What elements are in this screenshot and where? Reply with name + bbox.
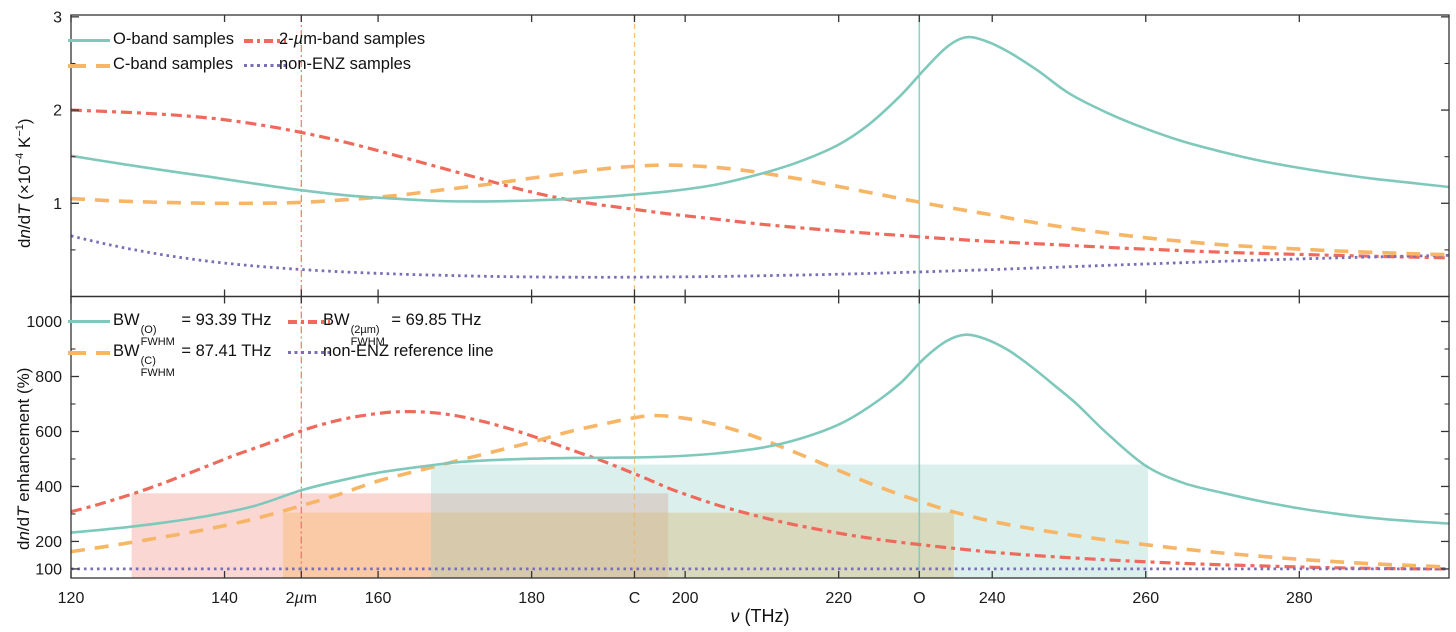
legend-label-o-band: O-band samples bbox=[113, 30, 235, 48]
series-non-enz-samples bbox=[70, 234, 1450, 279]
fwhm-band-2um bbox=[131, 493, 669, 578]
fwhm-band-c bbox=[282, 512, 954, 578]
stacked-sup-sub: (O) FWHM bbox=[140, 324, 175, 348]
y-tick-label: 400 bbox=[35, 479, 62, 496]
x-tick-label: O bbox=[913, 590, 925, 607]
legend-label-2um-band: 2-µm-band samples bbox=[279, 30, 426, 48]
legend-label-bw-2um: BW (2µm) FWHM = 69.85 THz bbox=[323, 311, 482, 348]
stacked-sup-sub: (C) FWHM bbox=[140, 355, 175, 379]
series-o-band-enhancement bbox=[70, 333, 1450, 534]
x-tick-label: 260 bbox=[1132, 590, 1159, 607]
series-2um-band-enhancement bbox=[70, 409, 1450, 571]
x-tick-label: 2µm bbox=[286, 590, 317, 607]
series-c-band-samples bbox=[70, 163, 1450, 257]
x-tick-label: C bbox=[629, 590, 641, 607]
x-tick-label: 180 bbox=[518, 590, 545, 607]
x-tick-label: 160 bbox=[365, 590, 392, 607]
stacked-sup-sub: (2µm) FWHM bbox=[350, 324, 385, 348]
x-tick-label: 240 bbox=[979, 590, 1006, 607]
legend-swatch-o-band bbox=[68, 39, 110, 42]
legend-label-non-enz: non-ENZ samples bbox=[279, 55, 412, 73]
y-tick-label: 800 bbox=[35, 369, 62, 386]
x-axis-label: ν (THz) bbox=[730, 606, 790, 626]
fwhm-band-o bbox=[431, 464, 1148, 578]
x-tick-label: 220 bbox=[825, 590, 852, 607]
top-y-axis-label: dn/dT (×10−4 K−1) bbox=[14, 118, 34, 248]
legend-label-c-band: C-band samples bbox=[113, 55, 234, 73]
y-tick-label: 200 bbox=[35, 534, 62, 551]
legend-swatch-bw-c bbox=[68, 351, 110, 355]
x-tick-label: 140 bbox=[211, 590, 238, 607]
legend-swatch-bw-o bbox=[68, 320, 110, 323]
legend-label-bw-c: BW (C) FWHM = 87.41 THz bbox=[113, 342, 272, 379]
legend-swatch-non-enz-ref bbox=[288, 351, 330, 355]
x-tick-label: 120 bbox=[58, 590, 85, 607]
legend-label-non-enz-ref: non-ENZ reference line bbox=[323, 342, 494, 360]
legend-swatch-c-band bbox=[68, 64, 110, 68]
series-o-band-samples bbox=[70, 35, 1450, 203]
y-tick-label: 1000 bbox=[26, 314, 62, 331]
legend-swatch-bw-2um bbox=[288, 320, 330, 324]
legend-swatch-2um-band bbox=[244, 39, 286, 43]
x-tick-label: 280 bbox=[1286, 590, 1313, 607]
y-tick-label: 2 bbox=[53, 103, 62, 120]
legend-label-bw-o: BW (O) FWHM = 93.39 THz bbox=[113, 311, 272, 348]
x-tick-label: 200 bbox=[672, 590, 699, 607]
y-tick-label: 600 bbox=[35, 424, 62, 441]
y-tick-label: 1 bbox=[53, 196, 62, 213]
y-tick-label: 3 bbox=[53, 9, 62, 26]
bottom-panel-frame bbox=[70, 295, 1450, 579]
legend-swatch-non-enz bbox=[244, 64, 286, 68]
series-2um-band-samples bbox=[70, 108, 1450, 260]
bottom-y-axis-label: dn/dT enhancement (%) bbox=[14, 367, 33, 550]
y-tick-label: 100 bbox=[35, 561, 62, 578]
